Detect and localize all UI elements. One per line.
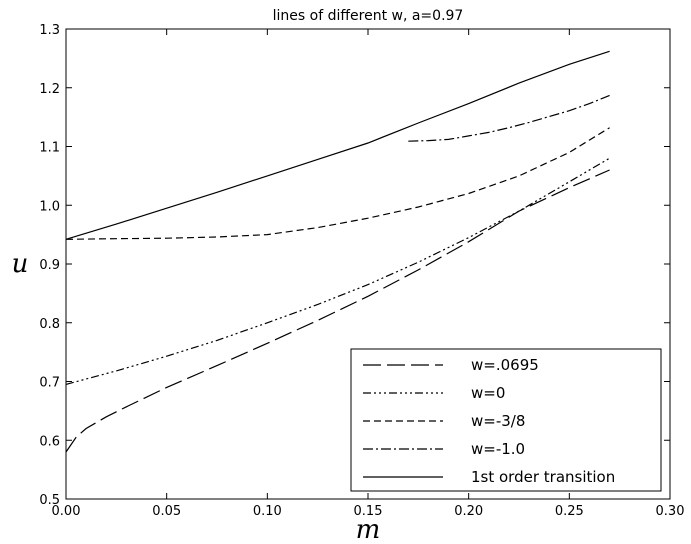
axis-ticks: 0.00 0.05 0.10 0.15 0.20 0.25 0.30 0.5 0.6 0.7 0.8… <box>39 23 684 519</box>
series-line-0 <box>65 169 610 453</box>
y-tick-label: 1.0 <box>39 199 60 214</box>
legend-label-2: w=-3/8 <box>471 412 525 430</box>
y-tick-label: 0.5 <box>39 493 60 508</box>
y-tick-label: 0.6 <box>39 434 60 449</box>
x-tick-label: 0.30 <box>656 504 685 519</box>
chart-title: lines of different w, a=0.97 <box>273 8 464 24</box>
y-tick-label: 0.9 <box>39 258 60 273</box>
series-lines <box>65 50 610 453</box>
series-line-2 <box>65 127 610 240</box>
series-line-4 <box>65 50 610 240</box>
x-tick-label: 0.00 <box>52 504 81 519</box>
series-line-3 <box>408 94 610 142</box>
y-tick-label: 0.7 <box>39 376 60 391</box>
x-tick-label: 0.25 <box>555 504 584 519</box>
y-tick-label: 1.1 <box>39 141 60 156</box>
y-axis-label: u <box>12 249 29 279</box>
series-line-1 <box>65 157 610 385</box>
legend: w=.0695 w=0 w=-3/8 w=-1.0 1st order transiti… <box>350 348 662 492</box>
x-tick-label: 0.05 <box>152 504 181 519</box>
legend-box <box>350 348 662 492</box>
x-tick-label: 0.20 <box>454 504 483 519</box>
legend-label-0: w=.0695 <box>471 356 539 374</box>
legend-label-3: w=-1.0 <box>471 440 525 458</box>
y-tick-label: 0.8 <box>39 317 60 332</box>
x-tick-label: 0.10 <box>253 504 282 519</box>
x-tick-label: 0.15 <box>354 504 383 519</box>
y-tick-label: 1.2 <box>39 82 60 97</box>
x-axis-label: m <box>356 515 381 544</box>
legend-label-1: w=0 <box>471 384 505 402</box>
legend-label-4: 1st order transition <box>471 468 615 486</box>
y-tick-label: 1.3 <box>39 23 60 38</box>
